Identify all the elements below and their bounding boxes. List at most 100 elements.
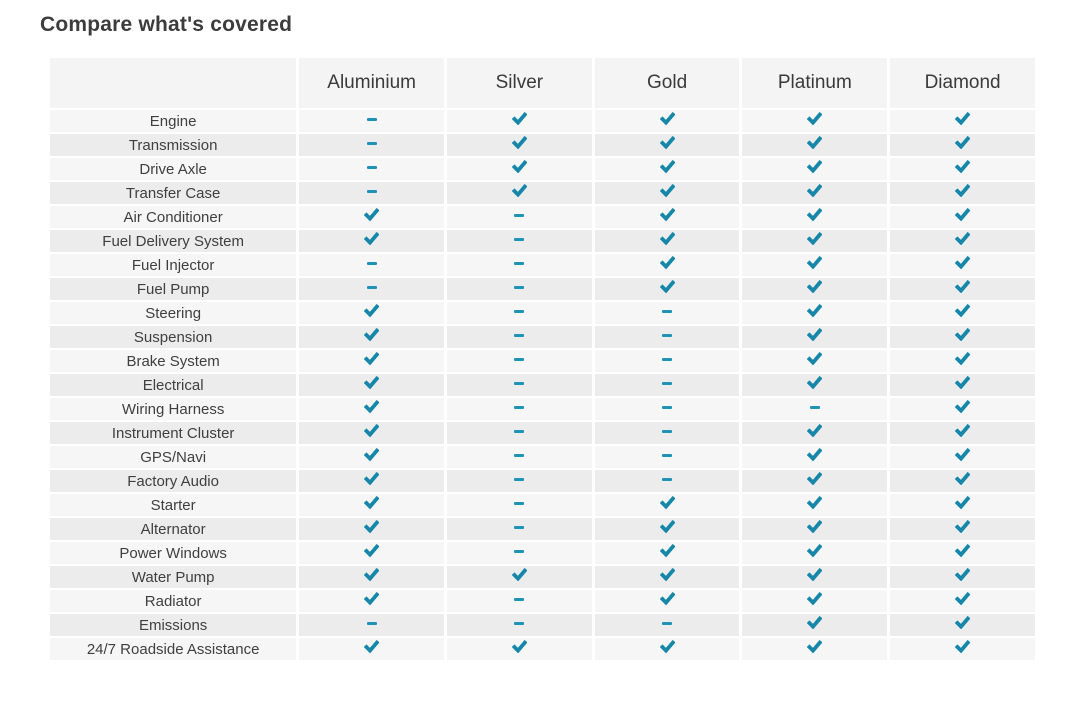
table-row: Water Pump [50,566,1035,588]
coverage-cell [890,638,1035,660]
check-icon [511,136,527,149]
check-icon [659,232,675,245]
coverage-cell [299,374,444,396]
coverage-cell [890,494,1035,516]
coverage-cell [299,518,444,540]
row-label: Water Pump [50,566,297,588]
dash-icon [662,382,673,386]
dash-icon [514,406,525,410]
coverage-cell [594,182,740,204]
table-row: Suspension [50,326,1035,348]
table-row: Radiator [50,590,1035,612]
check-icon [659,160,675,173]
coverage-cell [299,590,444,612]
check-icon [659,256,675,269]
coverage-cell [890,614,1035,636]
coverage-cell [447,566,592,588]
row-label: Air Conditioner [50,206,297,228]
check-icon [807,160,823,173]
check-icon [955,544,971,557]
check-icon [955,256,971,269]
dash-icon [514,262,525,266]
row-label: Engine [50,110,297,132]
dash-icon [662,334,673,338]
coverage-cell [447,542,592,564]
check-icon [659,496,675,509]
coverage-cell [742,158,888,180]
check-icon [364,352,380,365]
row-label: Alternator [50,518,297,540]
table-row: Brake System [50,350,1035,372]
coverage-cell [742,302,888,324]
check-icon [807,496,823,509]
coverage-cell [594,398,740,420]
check-icon [955,208,971,221]
check-icon [955,640,971,653]
coverage-cell [299,494,444,516]
coverage-cell [890,446,1035,468]
check-icon [807,544,823,557]
check-icon [955,352,971,365]
check-icon [511,160,527,173]
coverage-cell [890,278,1035,300]
coverage-cell [299,254,444,276]
coverage-cell [594,566,740,588]
row-label: Instrument Cluster [50,422,297,444]
table-row: Power Windows [50,542,1035,564]
coverage-cell [890,182,1035,204]
coverage-cell [447,422,592,444]
table-row: GPS/Navi [50,446,1035,468]
check-icon [955,472,971,485]
coverage-cell [890,134,1035,156]
coverage-cell [742,374,888,396]
dash-icon [514,550,525,554]
coverage-cell [890,590,1035,612]
row-label: Fuel Pump [50,278,297,300]
row-label: Starter [50,494,297,516]
coverage-cell [594,590,740,612]
coverage-cell [447,110,592,132]
coverage-cell [742,110,888,132]
check-icon [364,520,380,533]
coverage-cell [447,278,592,300]
coverage-cell [890,470,1035,492]
coverage-cell [742,278,888,300]
check-icon [955,280,971,293]
check-icon [807,352,823,365]
dash-icon [366,166,377,170]
coverage-cell [447,374,592,396]
table-row: Fuel Injector [50,254,1035,276]
check-icon [807,112,823,125]
check-icon [364,400,380,413]
check-icon [955,400,971,413]
coverage-cell [890,398,1035,420]
check-icon [955,136,971,149]
check-icon [807,328,823,341]
check-icon [364,496,380,509]
column-header-gold: Gold [594,58,740,108]
check-icon [807,376,823,389]
dash-icon [514,310,525,314]
coverage-cell [299,446,444,468]
row-label: Factory Audio [50,470,297,492]
check-icon [364,232,380,245]
coverage-cell [594,230,740,252]
check-icon [364,328,380,341]
dash-icon [662,358,673,362]
check-icon [364,304,380,317]
check-icon [659,184,675,197]
column-header-silver: Silver [447,58,592,108]
coverage-cell [299,134,444,156]
check-icon [955,184,971,197]
coverage-cell [742,134,888,156]
row-label: Electrical [50,374,297,396]
coverage-cell [447,182,592,204]
coverage-cell [447,494,592,516]
coverage-cell [594,278,740,300]
dash-icon [366,622,377,626]
coverage-cell [890,422,1035,444]
coverage-cell [890,326,1035,348]
table-row: Wiring Harness [50,398,1035,420]
page-title: Compare what's covered [40,13,293,36]
check-icon [807,640,823,653]
